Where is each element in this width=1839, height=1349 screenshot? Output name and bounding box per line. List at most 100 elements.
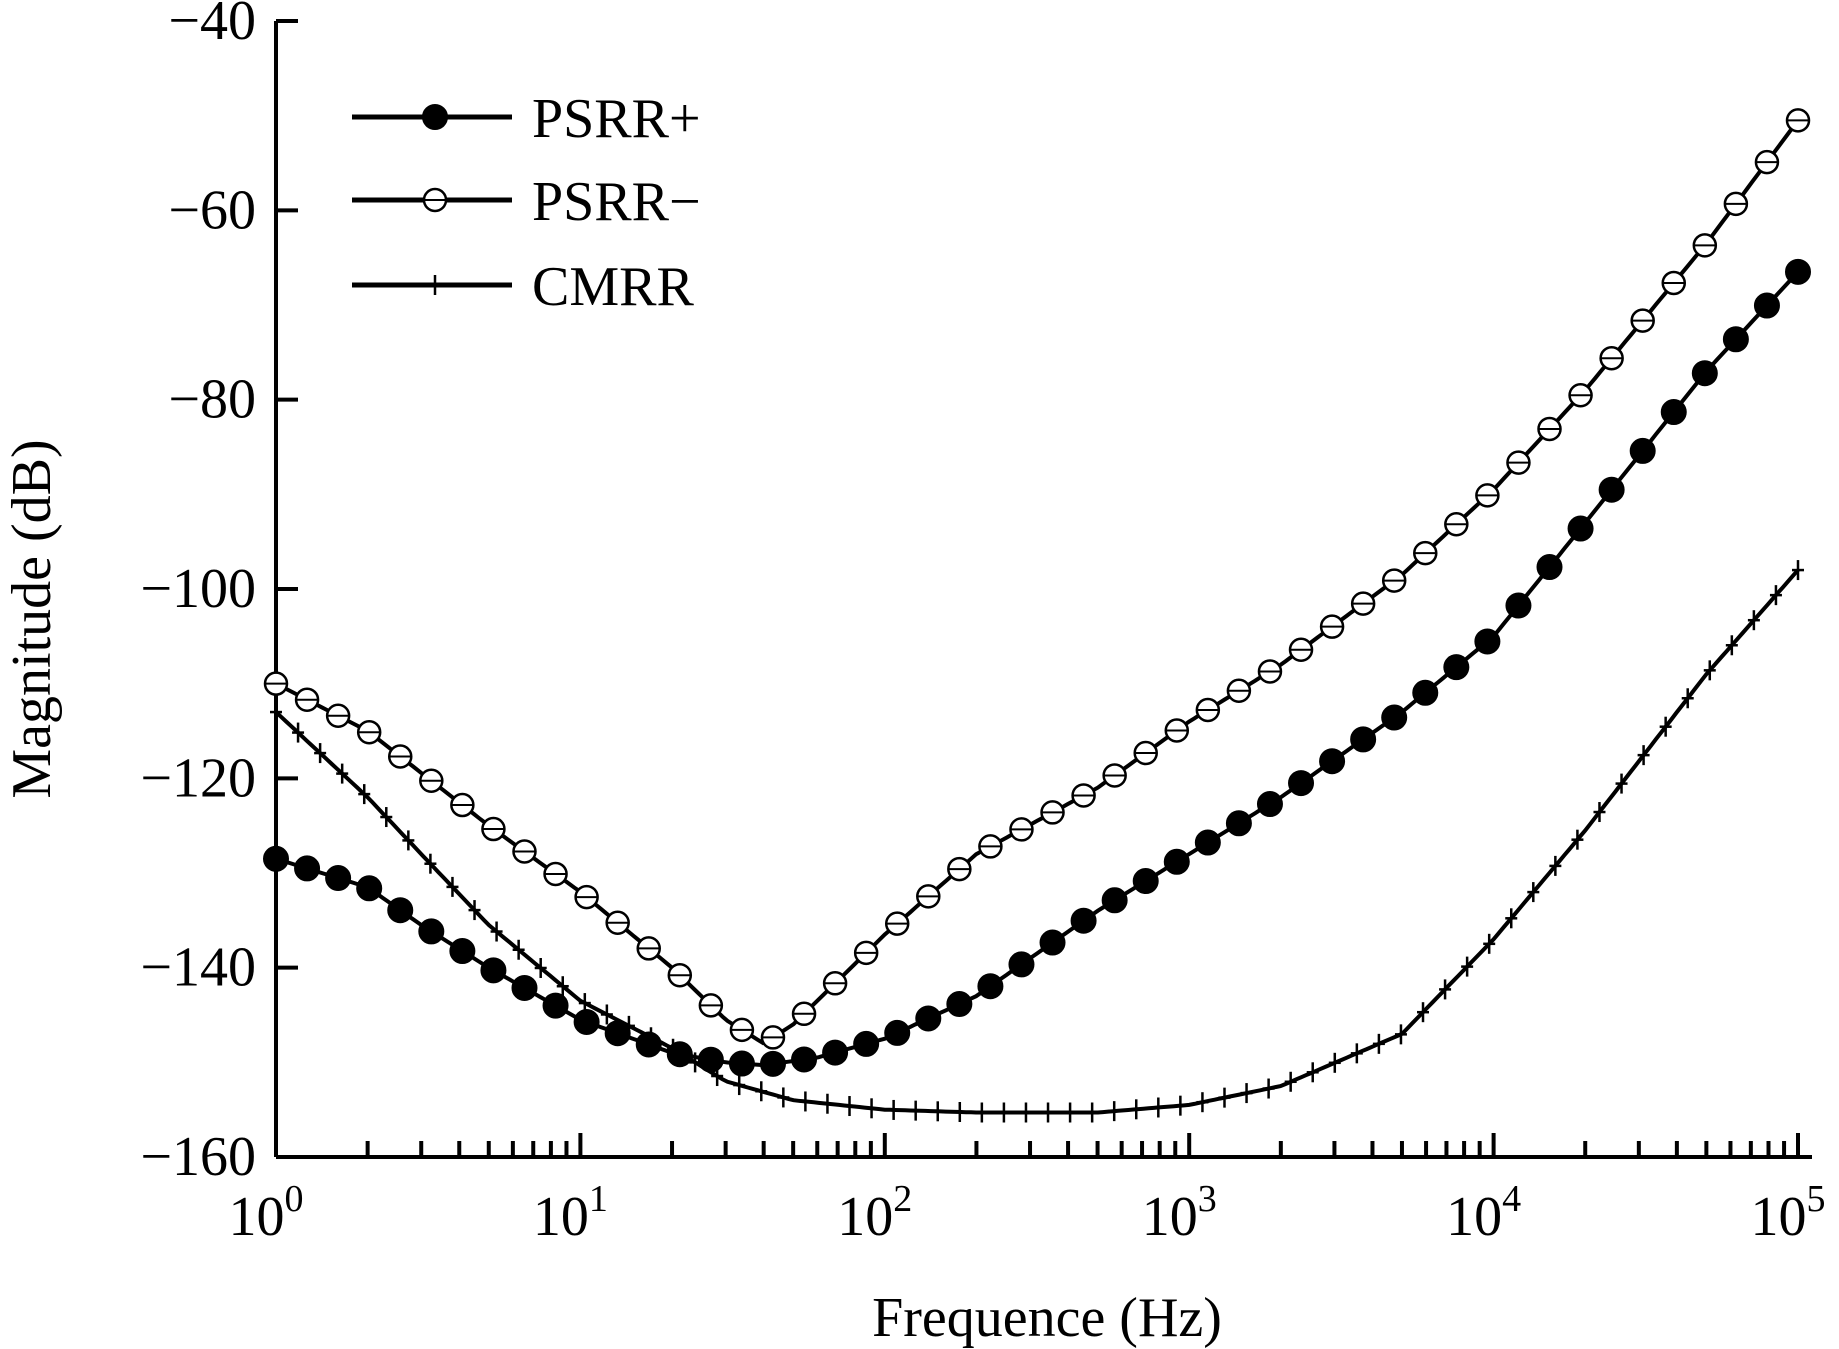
data-point [263, 671, 289, 696]
data-point [1288, 637, 1314, 662]
legend-marker [422, 187, 448, 213]
data-point [1615, 773, 1628, 794]
data-point [728, 1050, 755, 1077]
data-point [1506, 450, 1531, 475]
data-point [853, 1030, 880, 1057]
data-point [1537, 416, 1562, 442]
data-point [975, 1102, 988, 1123]
data-point [574, 884, 599, 910]
legend-item: PSRR+ [352, 88, 701, 150]
data-point [777, 1087, 790, 1108]
x-axis-label: Frequence (Hz) [872, 1287, 1222, 1349]
data-point [1568, 383, 1593, 408]
data-point [1152, 1097, 1165, 1118]
data-point [1412, 679, 1439, 706]
data-point [667, 1038, 680, 1059]
data-point [1785, 108, 1811, 133]
data-point [1039, 929, 1066, 956]
data-point [263, 845, 289, 872]
data-point [821, 1093, 834, 1114]
data-point [887, 1099, 900, 1120]
data-point [325, 865, 352, 892]
data-point [1284, 1071, 1297, 1092]
y-tick-label: −100 [140, 558, 256, 620]
data-point [916, 884, 941, 909]
legend-item: PSRR− [352, 171, 701, 233]
data-point [1350, 726, 1377, 753]
y-tick-label: −60 [168, 179, 256, 241]
data-point [1108, 1101, 1121, 1122]
data-point [356, 719, 382, 745]
data-point [622, 1015, 635, 1036]
data-point [1133, 740, 1158, 766]
data-point [556, 976, 569, 997]
data-point [791, 1046, 818, 1073]
data-point [1086, 1102, 1099, 1123]
data-point [1527, 882, 1540, 903]
data-point [1483, 933, 1496, 954]
data-point [1164, 718, 1190, 743]
data-point [1593, 802, 1606, 823]
data-point [490, 921, 503, 942]
data-point [1288, 770, 1315, 797]
data-point [1306, 1062, 1319, 1083]
x-tick-label: 102 [837, 1178, 912, 1248]
data-point [729, 1017, 755, 1043]
data-point [1630, 308, 1655, 333]
data-point [1475, 483, 1500, 508]
data-point [1381, 568, 1407, 593]
y-tick-label: −40 [168, 0, 256, 52]
data-point [468, 900, 481, 921]
data-point [997, 1102, 1010, 1123]
data-point [1042, 1102, 1055, 1123]
data-point [1505, 592, 1532, 619]
data-point [1660, 399, 1687, 426]
y-tick-label: −160 [140, 1126, 256, 1188]
data-point [755, 1081, 768, 1102]
data-point [1637, 745, 1650, 766]
data-point [791, 1001, 817, 1027]
data-point [1599, 345, 1624, 371]
data-point [446, 876, 459, 897]
data-point [733, 1075, 746, 1096]
data-point [1174, 1095, 1187, 1116]
data-point [1505, 908, 1518, 929]
data-point [1629, 437, 1656, 464]
data-point [1444, 512, 1469, 537]
data-point [1536, 554, 1563, 581]
data-point [1792, 560, 1804, 581]
data-point [1218, 1087, 1231, 1108]
data-point [1240, 1083, 1253, 1104]
data-point [1571, 829, 1584, 850]
data-point [1226, 678, 1252, 703]
legend: PSRR+ PSRR− CMRR [352, 88, 701, 318]
data-point [325, 703, 351, 729]
data-point [1195, 697, 1221, 723]
data-point [759, 1050, 786, 1077]
data-point [1769, 585, 1782, 606]
data-point [1319, 614, 1345, 639]
data-point [542, 992, 569, 1019]
data-point [336, 763, 349, 784]
series-psrr-1 [263, 108, 1811, 1050]
x-tick-label: 101 [533, 1178, 608, 1248]
legend-label: PSRR− [532, 171, 701, 233]
data-point [387, 897, 414, 924]
series-line [275, 119, 1800, 1046]
data-point [294, 687, 320, 712]
y-tick-label: −80 [168, 369, 256, 431]
y-axis-label: Magnitude (dB) [1, 439, 63, 798]
data-point [1703, 660, 1716, 681]
data-point [1753, 292, 1780, 319]
data-point [1102, 763, 1127, 788]
series-cmrr-2 [270, 560, 1804, 1123]
data-point [578, 993, 591, 1014]
data-point [711, 1066, 724, 1087]
data-point [1417, 1002, 1430, 1023]
data-point [1691, 360, 1718, 387]
data-point [977, 973, 1004, 1000]
data-point [512, 839, 537, 864]
data-point [1598, 476, 1625, 503]
data-point [689, 1052, 702, 1073]
